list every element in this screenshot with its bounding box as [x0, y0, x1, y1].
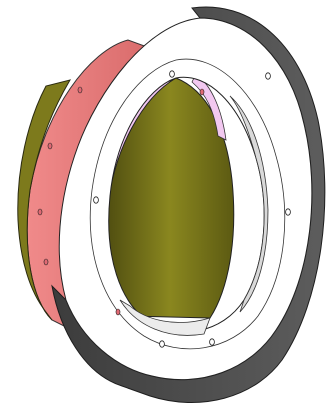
- bolt-hole: [93, 196, 99, 204]
- bolt-hole: [199, 88, 205, 96]
- bolt-hole: [169, 70, 175, 78]
- bolt-hole: [285, 208, 291, 216]
- bolt-hole: [43, 258, 49, 266]
- olive-rim-back: [17, 79, 72, 321]
- inner-bore-lower-rim: [119, 299, 211, 336]
- bolt-hole: [37, 208, 43, 216]
- bolt-hole: [159, 340, 165, 348]
- bolt-holes-front: [93, 70, 291, 348]
- outer-face-inner-ring-line: [89, 58, 286, 350]
- bolt-hole: [265, 72, 271, 80]
- bolt-hole: [115, 308, 121, 316]
- bolt-hole: [77, 86, 83, 94]
- inner-bore-band: [229, 95, 269, 313]
- bolt-hole: [209, 338, 215, 346]
- bolt-holes-flange: [37, 86, 205, 316]
- bolt-hole: [47, 142, 53, 150]
